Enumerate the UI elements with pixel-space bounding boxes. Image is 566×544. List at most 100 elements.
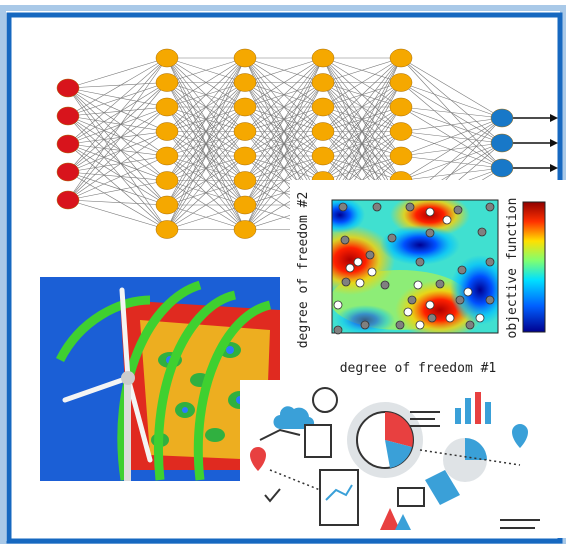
neuron (389, 73, 413, 92)
heatmap-panel: degree of freedom #2 degree of freedom #… (290, 180, 566, 380)
connection (67, 87, 168, 157)
connection (67, 82, 168, 145)
connection (244, 57, 324, 157)
sample-dot (387, 233, 397, 243)
turbine-hub (121, 371, 135, 385)
connection (166, 204, 246, 230)
connection (67, 82, 168, 173)
connection (67, 106, 168, 117)
sample-dot (353, 257, 363, 267)
dotted-links (269, 449, 521, 491)
sample-dot (485, 257, 495, 267)
connection (166, 57, 246, 83)
neuron (56, 78, 80, 98)
infographic (240, 380, 566, 538)
connection (67, 155, 168, 173)
sample-dot (485, 295, 495, 305)
sample-dot (365, 250, 375, 260)
connection (166, 82, 246, 230)
neuron (311, 146, 335, 166)
connection (67, 131, 168, 173)
pie-slice (385, 412, 413, 447)
sample-dot (477, 227, 487, 237)
connection (67, 143, 168, 230)
y-axis-label: degree of freedom #2 (296, 192, 311, 349)
sample-dot (465, 320, 475, 330)
sample-dot (413, 280, 423, 290)
samples (333, 202, 495, 335)
sample-dot (475, 313, 485, 323)
sample-dot (425, 207, 435, 217)
connection (166, 180, 246, 230)
connection (400, 106, 503, 119)
neuron (490, 133, 514, 153)
neuron (155, 146, 179, 166)
neuron (389, 146, 413, 166)
connection (400, 57, 503, 119)
sample-dot (415, 257, 425, 267)
connection (67, 57, 168, 145)
sample-dot (427, 313, 437, 323)
connection (67, 143, 168, 181)
connection (67, 87, 168, 108)
calculator-icon (304, 424, 332, 458)
sample-dot (425, 228, 435, 238)
sample-dot (453, 205, 463, 215)
neuron (56, 106, 80, 126)
connection (67, 131, 168, 201)
connection (244, 57, 324, 181)
neuron (233, 171, 257, 190)
sample-dot (341, 277, 351, 287)
connection (67, 171, 168, 181)
sample-dot (340, 235, 350, 245)
connection (244, 57, 324, 230)
neuron (233, 122, 257, 141)
neuron (155, 220, 179, 239)
trend-line (259, 428, 301, 441)
connection (67, 106, 168, 201)
donut-slice (465, 438, 487, 460)
neural-network (56, 48, 558, 239)
connection (67, 131, 168, 145)
neuron (155, 73, 179, 92)
neuron (233, 48, 257, 68)
gauge-icon (312, 387, 338, 413)
sample-dot (338, 202, 348, 212)
neuron (311, 122, 335, 141)
neuron (155, 97, 179, 117)
pin-icon (250, 447, 266, 471)
connection (322, 57, 402, 157)
connection (67, 106, 168, 173)
connection (166, 57, 246, 206)
bar-icon (455, 392, 491, 424)
connection (67, 143, 168, 206)
connection (244, 106, 324, 230)
sample-dot (425, 300, 435, 310)
triangle-icon (380, 508, 400, 530)
check-icon (264, 488, 281, 503)
connection (166, 155, 246, 230)
sample-dot (445, 313, 455, 323)
connection (67, 82, 168, 201)
connection (67, 57, 168, 173)
connection (67, 115, 168, 206)
connection (166, 57, 246, 181)
connection (400, 82, 503, 119)
connection (166, 106, 246, 230)
connection (67, 115, 168, 157)
connection (166, 131, 246, 230)
sample-dot (415, 320, 425, 330)
connection (67, 82, 168, 117)
document-icon (319, 469, 359, 526)
connection (244, 57, 324, 108)
neuron (155, 122, 179, 141)
triangle-icon (395, 514, 411, 530)
connection (67, 87, 168, 206)
connection (67, 171, 168, 206)
window-icon (397, 487, 425, 507)
connection (244, 131, 324, 230)
neuron (233, 195, 257, 215)
connection (244, 82, 324, 230)
connections (67, 57, 503, 230)
